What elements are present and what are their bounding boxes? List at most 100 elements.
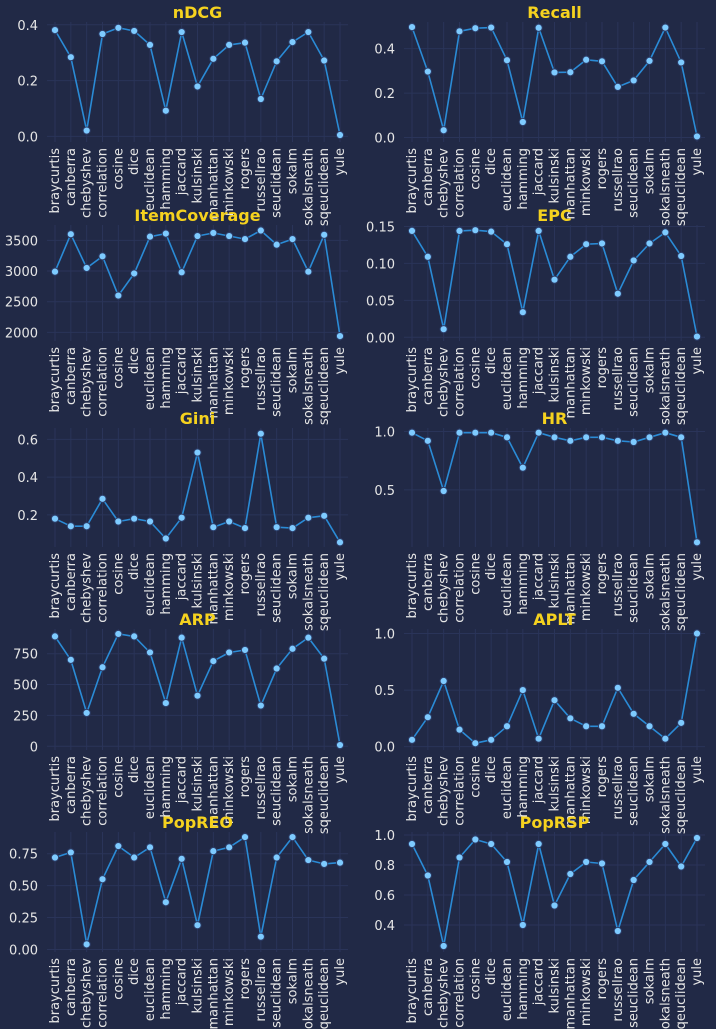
x-tick-label: jaccard [175,958,190,1006]
x-tick-label: sokalm [286,148,301,194]
data-point [550,433,559,442]
x-tick-label: canberra [421,148,436,206]
data-point [66,522,75,531]
data-point [455,428,464,437]
y-tick-label: 0.50 [9,880,38,895]
x-tick-label: euclidean [500,958,515,1021]
x-tick-label: sokalm [286,553,301,599]
data-point [692,629,702,638]
x-tick-label: dice [484,756,499,783]
data-point [407,226,417,236]
x-tick-label: braycurtis [405,553,420,619]
x-tick-label: chebyshev [80,553,95,623]
x-tick-label: hamming [159,958,174,1020]
data-point [98,875,107,884]
x-tick-label: rogers [595,148,610,190]
data-point [145,40,155,49]
data-point [193,82,202,91]
x-tick-label: jaccard [532,148,547,196]
x-tick-label: sokalm [286,347,301,393]
data-point [225,231,234,241]
data-point [534,839,543,849]
data-point [177,854,186,863]
x-tick-label: sqeuclidean [674,553,689,631]
data-point [66,848,75,857]
y-tick-label: 0.5 [374,484,395,499]
x-tick-label: dice [127,553,142,580]
y-tick-label: 0.4 [17,19,38,34]
y-tick-label: 3500 [5,234,38,249]
x-tick-label: sqeuclidean [674,958,689,1029]
x-tick-label: sokalm [286,958,301,1004]
x-tick-label: sokalm [643,553,658,599]
x-tick-label: seuclidean [270,958,285,1028]
data-point [487,839,496,849]
data-point [256,429,265,438]
data-point [145,843,155,852]
x-tick-label: manhattan [206,756,221,827]
x-tick-label: cosine [111,958,126,1000]
x-tick-label: braycurtis [48,958,63,1024]
data-point [502,857,512,867]
data-point [692,332,702,341]
data-point [114,23,123,32]
y-tick-label: 0.75 [9,848,38,863]
x-tick-label: hamming [159,553,174,615]
y-tick-label: 0.0 [374,132,395,147]
data-point [320,230,329,239]
data-point [487,428,496,437]
x-tick-label: sqeuclidean [674,347,689,425]
y-tick-label: 2500 [5,296,38,311]
x-tick-label: seuclidean [627,756,642,826]
data-point [114,517,123,526]
x-tick-label: dice [127,756,142,783]
data-point [272,240,281,249]
data-point [320,654,329,663]
x-tick-label: seuclidean [627,553,642,623]
x-tick-label: correlation [96,148,111,218]
x-tick-label: rogers [238,347,253,389]
data-point [114,291,123,300]
x-tick-label: dice [484,958,499,985]
data-point [502,56,512,65]
data-point [566,714,575,723]
x-tick-label: sokalsneath [301,958,316,1029]
y-tick-label: 0.4 [374,919,395,934]
data-point [130,632,139,641]
y-tick-label: 0.00 [366,331,395,346]
data-point [613,926,622,936]
y-tick-label: 1.0 [374,426,395,441]
data-point [98,29,107,39]
chart-ndcg: nDCG 0.0 0.2 0.4 braycurtis canberra chebyshev… [17,3,348,226]
data-point [272,853,281,862]
y-tick-label: 0.2 [17,75,38,90]
x-tick-label: euclidean [500,553,515,616]
x-tick-label: sokalm [643,148,658,194]
x-tick-label: minkowski [579,148,594,216]
x-tick-label: kulsinski [548,756,563,812]
data-point [225,40,234,49]
y-tick-label: 0.4 [374,43,395,58]
x-tick-label: euclidean [500,756,515,819]
x-tick-label: minkowski [579,958,594,1026]
data-point [98,663,107,672]
x-tick-label: manhattan [563,756,578,827]
x-tick-label: rogers [595,958,610,1000]
data-point [455,226,464,236]
data-point [98,494,107,503]
data-point [692,132,702,141]
data-point [487,227,496,236]
data-point [50,632,60,641]
x-tick-label: russellrao [611,958,626,1022]
x-tick-label: canberra [64,958,79,1016]
data-point [161,229,170,238]
y-tick-label: 0.2 [17,509,38,524]
data-point [130,269,139,278]
x-tick-label: russellrao [611,756,626,820]
data-point [209,228,218,238]
x-tick-label: cosine [468,553,483,595]
x-tick-label: chebyshev [437,756,452,826]
data-point [661,839,670,849]
data-point [471,739,480,748]
